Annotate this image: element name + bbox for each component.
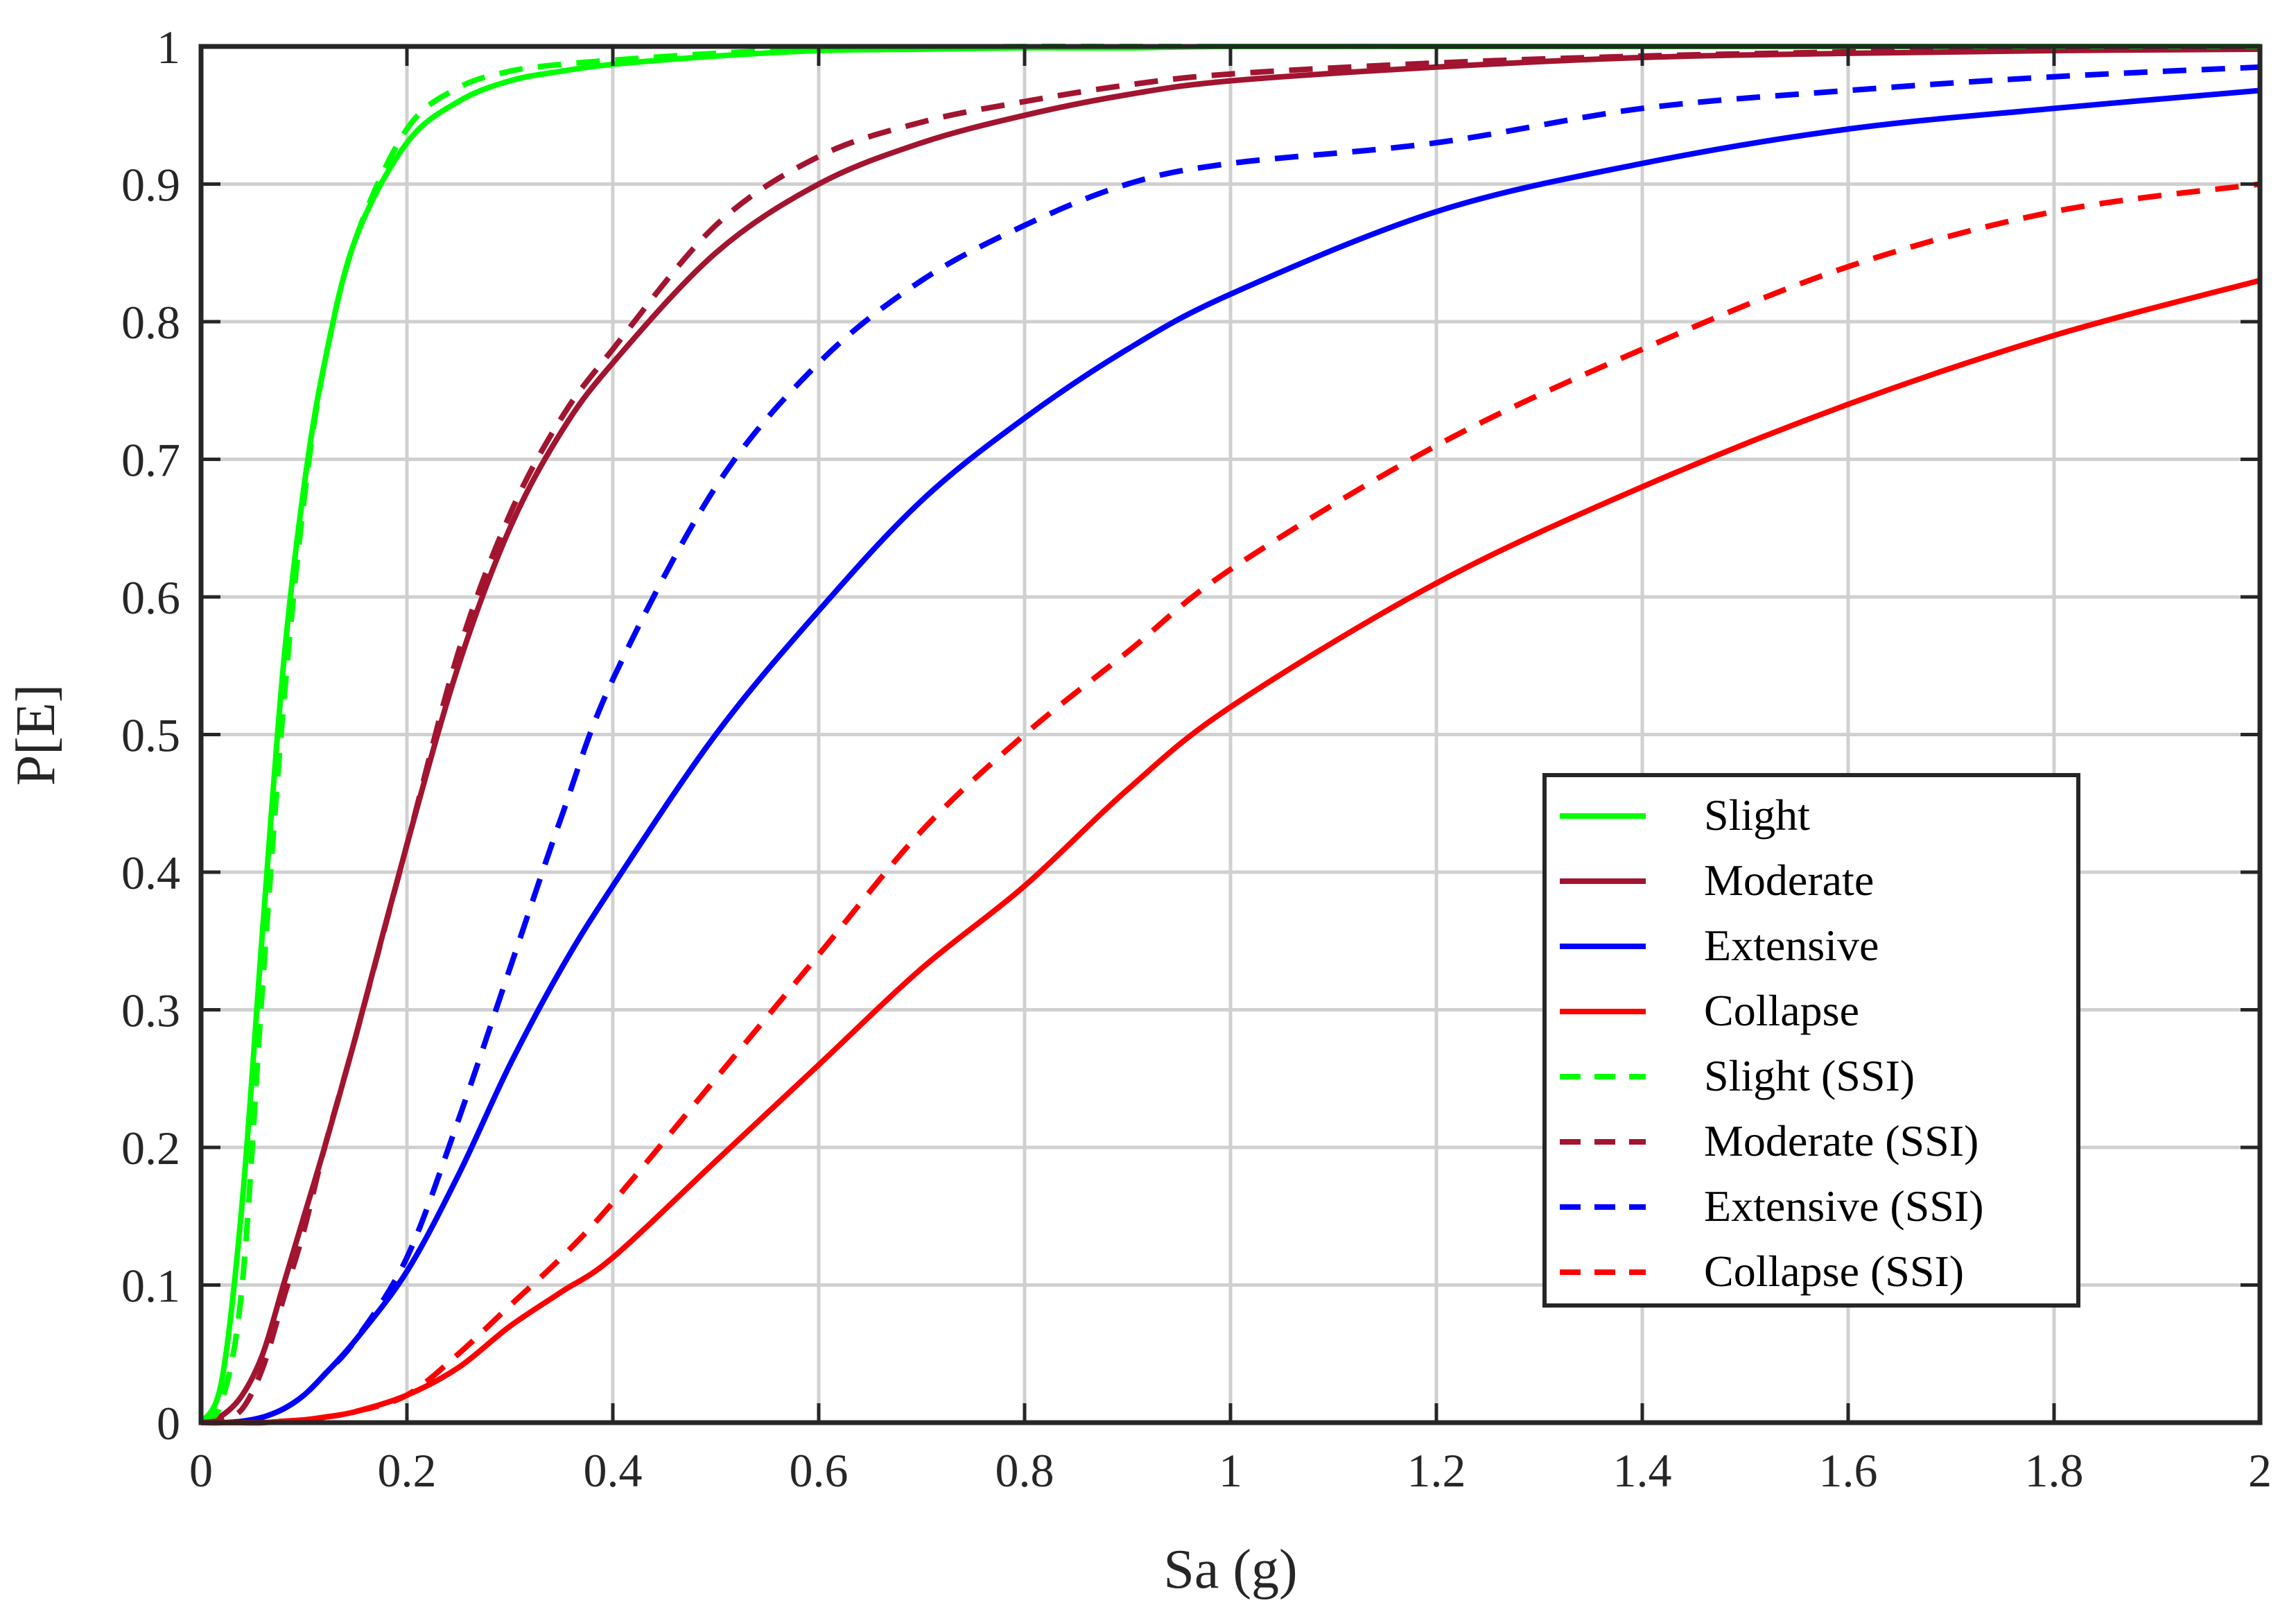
- y-tick-label: 0.8: [121, 296, 180, 349]
- legend-label-collapse: Collapse: [1704, 986, 1859, 1035]
- y-tick-label: 0.6: [121, 571, 180, 624]
- y-tick-label: 0.1: [121, 1260, 180, 1312]
- y-tick-label: 1: [157, 21, 180, 73]
- series-line-extensive-ssi: [200, 64, 2261, 1426]
- axis-ticks: [199, 44, 2262, 1425]
- y-tick-label: 0.9: [121, 159, 180, 211]
- legend-label-moderate: Moderate: [1704, 856, 1874, 905]
- y-tick-labels: 0 0.1 0.2 0.3 0.4 0.5 0.6 0.7 0.8 0.9 1: [121, 21, 180, 1450]
- y-tick-label: 0.3: [121, 984, 180, 1037]
- legend-box: [1542, 773, 2080, 1308]
- y-tick-label: 0: [157, 1397, 180, 1450]
- x-tick-label: 2: [2248, 1444, 2272, 1497]
- x-tick-label: 1.8: [2025, 1444, 2084, 1497]
- legend-label-extensive-ssi: Extensive (SSI): [1704, 1181, 1984, 1231]
- x-tick-label: 0: [189, 1444, 213, 1497]
- series-line-collapse-ssi: [201, 181, 2261, 1426]
- x-axis-title: Sa (g): [1163, 1539, 1297, 1600]
- y-tick-label: 0.5: [121, 709, 180, 762]
- y-tick-label: 0.7: [121, 434, 180, 487]
- legend-label-collapse-ssi: Collapse (SSI): [1704, 1247, 1964, 1296]
- legend-label-slight-ssi: Slight (SSI): [1704, 1051, 1915, 1100]
- y-tick-label: 0.4: [121, 847, 180, 899]
- y-axis-title: P[E]: [6, 684, 67, 786]
- x-tick-label: 1: [1219, 1444, 1242, 1497]
- x-tick-label: 1.6: [1819, 1444, 1878, 1497]
- x-tick-label: 0.6: [790, 1444, 849, 1497]
- legend-label-extensive: Extensive: [1704, 921, 1879, 970]
- x-tick-label: 1.2: [1407, 1444, 1466, 1497]
- x-tick-label: 1.4: [1613, 1444, 1672, 1497]
- x-tick-label: 0.2: [378, 1444, 437, 1497]
- x-tick-label: 0.4: [584, 1444, 643, 1497]
- y-tick-label: 0.2: [121, 1122, 180, 1174]
- series-line-collapse: [201, 277, 2261, 1426]
- x-tick-label: 0.8: [995, 1444, 1054, 1497]
- legend-label-slight: Slight: [1704, 790, 1810, 840]
- x-tick-labels: 0 0.2 0.4 0.6 0.8 1 1.2 1.4 1.6 1.8 2: [189, 1444, 2272, 1497]
- legend: Slight Moderate Extensive Collapse Slight (S…: [1542, 773, 2080, 1308]
- legend-label-moderate-ssi: Moderate (SSI): [1704, 1116, 1978, 1165]
